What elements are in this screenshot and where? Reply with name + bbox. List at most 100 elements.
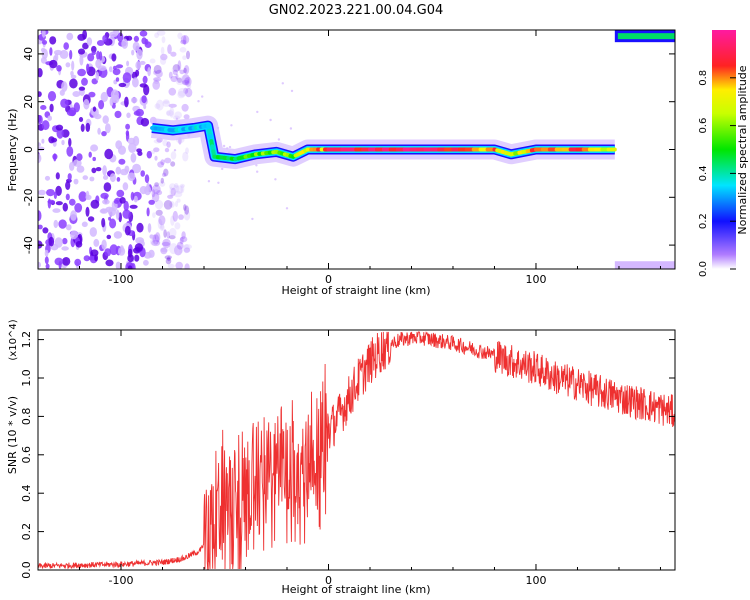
noise-blob <box>177 90 185 99</box>
noise-blob <box>55 124 64 131</box>
noise-speck <box>222 144 226 148</box>
noise-blob <box>101 239 107 250</box>
noise-blob <box>175 261 183 269</box>
noise-blob <box>143 104 147 110</box>
noise-blob <box>69 161 75 171</box>
noise-blob <box>116 177 121 182</box>
noise-blob <box>90 199 100 209</box>
noise-blob <box>146 150 152 159</box>
y-tick-label: 20 <box>22 95 35 109</box>
x-tick-label: -100 <box>109 273 134 286</box>
noise-blob <box>86 63 90 73</box>
x-tick-label: -100 <box>109 574 134 587</box>
noise-blob <box>74 203 83 213</box>
noise-blob <box>48 236 55 247</box>
noise-blob <box>131 97 138 104</box>
noise-blob <box>177 60 182 72</box>
noise-blob <box>65 224 72 231</box>
noise-blob <box>89 176 95 182</box>
noise-blob <box>114 110 122 119</box>
noise-blob <box>86 37 93 46</box>
noise-speck <box>256 170 259 173</box>
noise-blob <box>61 246 69 251</box>
edge-band-core <box>617 33 675 40</box>
spectrogram-xlabel: Height of straight line (km) <box>281 284 430 297</box>
noise-blob <box>73 102 81 113</box>
noise-blob <box>67 173 72 181</box>
noise-blob <box>184 77 190 84</box>
noise-blob <box>179 183 185 188</box>
noise-blob <box>79 54 84 66</box>
noise-blob <box>155 209 163 216</box>
noise-blob <box>183 114 190 120</box>
noise-blob <box>55 185 62 196</box>
noise-blob <box>185 147 189 154</box>
noise-blob <box>163 168 169 177</box>
noise-blob <box>103 175 109 180</box>
noise-blob <box>174 222 181 230</box>
noise-blob <box>160 53 168 61</box>
noise-blob <box>162 99 170 104</box>
noise-blob <box>167 44 172 55</box>
noise-blob <box>96 40 105 46</box>
noise-blob <box>148 199 155 205</box>
noise-blob <box>179 237 184 245</box>
noise-blob <box>182 151 189 162</box>
y-tick-label: 0.8 <box>20 408 33 426</box>
noise-speck <box>207 180 211 183</box>
noise-blob <box>186 50 190 60</box>
snr-multiplier: (x10^4) <box>8 319 19 360</box>
noise-blob <box>162 238 171 249</box>
noise-blob <box>115 209 120 220</box>
noise-blob <box>71 60 75 71</box>
colorbar-tick-label: 0.6 <box>698 118 709 134</box>
noise-blob <box>62 202 68 212</box>
noise-blob <box>106 234 112 240</box>
noise-blob <box>85 190 90 200</box>
noise-blob <box>140 170 145 177</box>
noise-blob <box>127 172 136 181</box>
y-tick-label: 40 <box>22 47 35 61</box>
noise-blob <box>69 78 78 89</box>
noise-region <box>38 30 294 269</box>
colorbar-tick-label: 0.2 <box>698 213 709 229</box>
noise-blob <box>134 254 140 262</box>
noise-blob <box>174 183 179 188</box>
noise-blob <box>78 117 84 122</box>
noise-blob <box>121 38 129 49</box>
noise-blob <box>69 198 76 206</box>
edge-band <box>614 30 675 269</box>
noise-blob <box>137 151 143 157</box>
noise-blob <box>154 199 164 210</box>
noise-blob <box>140 117 150 127</box>
noise-blob <box>126 112 131 119</box>
noise-blob <box>101 131 107 137</box>
noise-blob <box>160 159 165 166</box>
noise-speck <box>217 181 220 184</box>
noise-blob <box>156 30 166 36</box>
noise-blob <box>63 42 69 50</box>
y-tick-label: 0.4 <box>20 484 33 502</box>
y-tick-label: 1.2 <box>20 331 33 349</box>
spectrogram-ylabel: Frequency (Hz) <box>6 109 19 192</box>
noise-blob <box>40 47 46 53</box>
noise-blob <box>170 75 178 83</box>
noise-blob <box>168 71 173 79</box>
noise-blob <box>154 232 161 243</box>
noise-blob <box>152 80 160 90</box>
noise-blob <box>162 172 167 177</box>
noise-blob <box>42 227 49 234</box>
noise-blob <box>104 248 112 257</box>
noise-blob <box>110 89 119 101</box>
noise-blob <box>73 178 79 185</box>
noise-blob <box>82 30 87 40</box>
noise-blob <box>40 56 47 64</box>
noise-blob <box>164 157 172 164</box>
noise-blob <box>93 113 102 120</box>
noise-blob <box>146 207 150 217</box>
noise-blob <box>105 259 114 267</box>
noise-blob <box>38 142 41 147</box>
noise-blob <box>88 91 96 98</box>
noise-blob <box>154 32 160 39</box>
noise-blob <box>70 230 79 240</box>
